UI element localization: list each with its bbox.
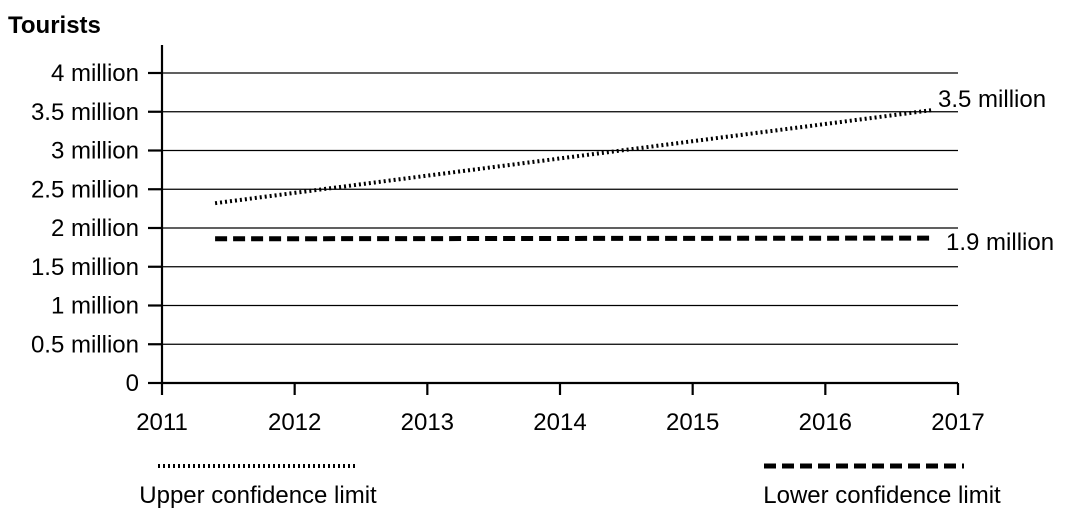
upper-end-label: 3.5 million [938,86,1046,113]
lower-confidence-line [215,235,932,242]
legend: Upper confidence limit Lower confidence … [139,463,1001,509]
y-tick-label: 1 million [51,293,139,320]
axes [148,45,960,395]
y-tick-label: 1.5 million [31,254,139,281]
y-tick-label: 3 million [51,138,139,165]
y-tick-label: 2 million [51,215,139,242]
x-tick-label: 2016 [799,409,852,436]
x-tick-label: 2011 [136,409,188,436]
gridlines [162,72,958,345]
series-lines [214,108,932,242]
y-tick-labels: 0 0.5 million 1 million 1.5 million 2 millio… [31,60,139,397]
x-tick-label: 2015 [666,409,719,436]
x-tick-label: 2014 [533,409,586,436]
annotations: 3.5 million 1.9 million [938,86,1054,256]
chart-title: Tourists [8,12,101,39]
y-tick-label: 2.5 million [31,176,139,203]
y-tick-label: 4 million [51,60,139,87]
upper-confidence-line [214,108,932,206]
x-tick-label: 2013 [401,409,454,436]
lower-end-label: 1.9 million [946,229,1054,256]
y-tick-label: 0 [126,370,139,397]
y-tick-label: 0.5 million [31,331,139,358]
legend-lower-label: Lower confidence limit [763,482,1001,509]
x-tick-labels: 2011 2012 2013 2014 2015 2016 2017 [136,409,985,436]
y-tick-label: 3.5 million [31,99,139,126]
x-tick-label: 2017 [931,409,984,436]
x-tick-label: 2012 [268,409,321,436]
legend-upper-label: Upper confidence limit [139,482,377,509]
